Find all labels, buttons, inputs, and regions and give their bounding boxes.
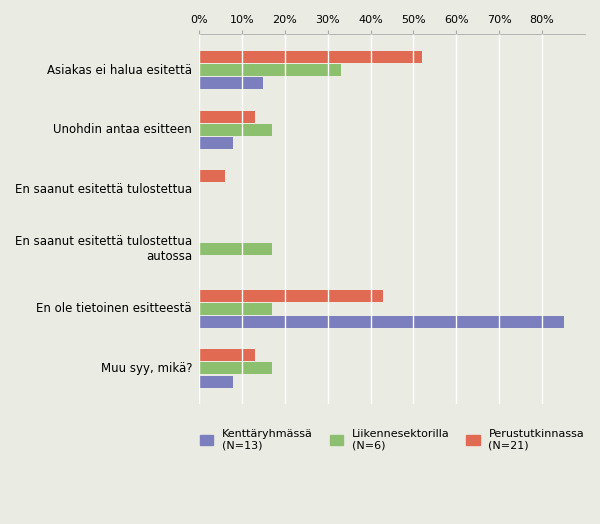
Bar xyxy=(199,111,255,123)
Bar xyxy=(199,124,272,136)
Bar xyxy=(199,51,422,63)
Bar xyxy=(199,303,272,315)
Bar xyxy=(199,363,272,375)
Bar xyxy=(199,243,272,255)
Bar xyxy=(199,64,341,76)
Bar xyxy=(199,137,233,149)
Bar xyxy=(199,376,233,388)
Bar xyxy=(199,170,225,182)
Bar xyxy=(199,290,383,302)
Bar xyxy=(199,77,263,89)
Legend: Kenttäryhmässä
(N=13), Liikennesektorilla
(N=6), Perustutkinnassa
(N=21): Kenttäryhmässä (N=13), Liikennesektorill… xyxy=(196,425,589,455)
Bar xyxy=(199,349,255,362)
Bar xyxy=(199,316,563,328)
